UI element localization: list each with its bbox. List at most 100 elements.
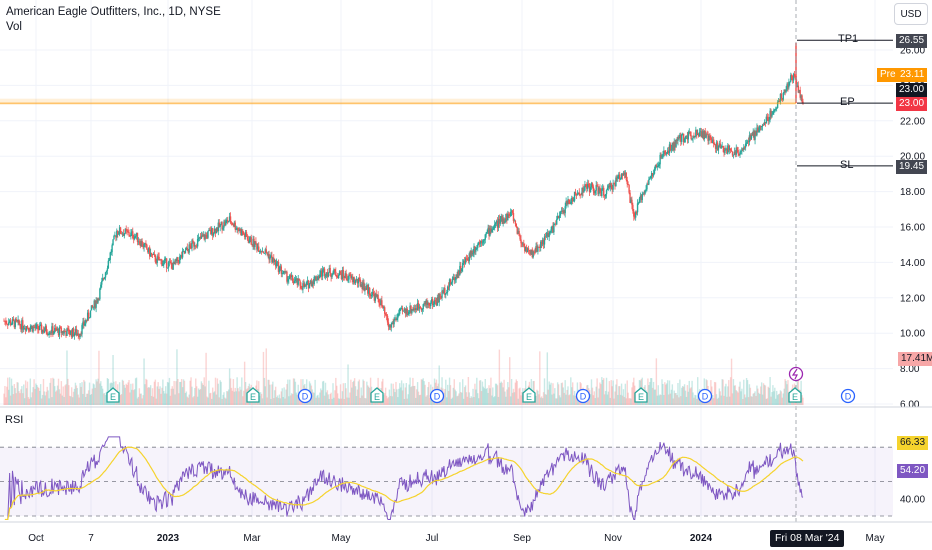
earnings-marker[interactable]: E — [246, 387, 260, 403]
volume-bar — [737, 392, 739, 405]
candle-body — [38, 329, 40, 331]
volume-bar — [11, 385, 14, 405]
candle-body — [258, 246, 260, 252]
candle-body — [513, 220, 516, 222]
candle-body — [111, 245, 113, 253]
dividend-marker[interactable]: D — [840, 388, 856, 404]
candle-body — [417, 303, 420, 309]
candle-body — [767, 117, 769, 121]
candle-body — [397, 313, 399, 319]
volume-bar — [460, 392, 462, 405]
volume-bar — [119, 395, 122, 405]
volume-bar — [194, 388, 196, 405]
volume-bar — [54, 386, 56, 405]
earnings-badge — [246, 387, 260, 403]
volume-bar — [431, 398, 433, 405]
candle-body — [58, 327, 61, 336]
candle-body — [452, 277, 455, 279]
rsi-label[interactable]: RSI — [5, 414, 24, 426]
candle-body — [196, 245, 198, 247]
candle-body — [326, 272, 329, 277]
dividend-marker[interactable]: D — [429, 388, 445, 404]
volume-bar — [198, 389, 201, 405]
volume-bar — [62, 386, 64, 405]
volume-bar — [745, 377, 748, 405]
earnings-marker[interactable]: E — [370, 387, 384, 403]
candle-body — [399, 308, 402, 310]
candle-body — [579, 194, 581, 196]
candle-body — [140, 241, 142, 247]
volume-bar — [541, 398, 544, 405]
volume-bar — [548, 381, 550, 405]
volume-bar — [315, 397, 317, 405]
candle-body — [527, 248, 530, 251]
candle-body — [608, 185, 611, 188]
dividend-marker[interactable]: D — [575, 388, 591, 404]
candle-body — [192, 240, 194, 242]
candle-body — [132, 231, 134, 239]
candles[interactable] — [3, 42, 804, 341]
candle-body — [528, 250, 531, 252]
volume-bar — [124, 387, 126, 405]
earnings-marker[interactable]: E — [634, 387, 648, 403]
volume-bar — [476, 377, 478, 405]
candle-body — [167, 262, 170, 268]
candle-body — [44, 326, 47, 331]
candle-body — [647, 184, 649, 185]
candle-body — [114, 235, 116, 237]
dividend-marker[interactable]: D — [697, 388, 713, 404]
earnings-marker[interactable]: E — [522, 387, 536, 403]
volume-bar — [742, 398, 744, 405]
candle-body — [620, 173, 623, 179]
candle-body — [154, 255, 157, 262]
dividend-marker[interactable]: D — [297, 388, 313, 404]
time-tick-label: 2024 — [690, 533, 713, 544]
earnings-marker[interactable]: E — [788, 387, 802, 403]
volume-bar — [499, 382, 502, 405]
volume-bar — [617, 394, 619, 405]
price-tick-label: 18.00 — [900, 187, 925, 198]
volume-bar — [478, 380, 481, 405]
candle-body — [551, 226, 553, 230]
volume-bar — [662, 383, 664, 405]
volume-bar — [620, 383, 623, 405]
earnings-marker[interactable]: E — [106, 387, 120, 403]
candle-body — [752, 131, 754, 136]
candle-body — [478, 242, 481, 244]
volume-bar — [490, 377, 492, 405]
candle-body — [327, 272, 329, 277]
volume-bar — [488, 385, 490, 405]
volume-bar — [101, 385, 103, 405]
volume-bar — [38, 387, 40, 405]
candle-body — [51, 326, 53, 334]
candle-body — [759, 125, 761, 131]
candle-body — [471, 250, 473, 255]
candle-body — [678, 137, 680, 139]
candle-body — [675, 139, 677, 147]
volume-bar — [669, 393, 672, 405]
candle-body — [39, 324, 42, 326]
candle-body — [8, 320, 11, 323]
split-marker-icon[interactable] — [788, 366, 804, 382]
candle-body — [113, 235, 115, 240]
candle-body — [685, 135, 688, 137]
candle-body — [545, 235, 548, 237]
volume-bar — [204, 386, 206, 405]
candle-body — [32, 326, 34, 332]
volume-bar — [20, 389, 22, 405]
candle-body — [382, 306, 384, 308]
currency-button[interactable]: USD — [894, 3, 928, 25]
volume-bar — [690, 387, 692, 405]
candle-body — [364, 287, 366, 291]
candle-body — [250, 237, 252, 245]
symbol-title[interactable]: American Eagle Outfitters, Inc., 1D, NYS… — [6, 6, 221, 18]
candle-body — [59, 327, 62, 329]
candle-body — [8, 322, 10, 325]
volume-label[interactable]: Vol — [6, 21, 22, 33]
volume-bar — [474, 383, 476, 405]
trade-levels[interactable] — [0, 0, 893, 522]
volume-bar — [414, 385, 416, 405]
candle-body — [245, 232, 248, 237]
